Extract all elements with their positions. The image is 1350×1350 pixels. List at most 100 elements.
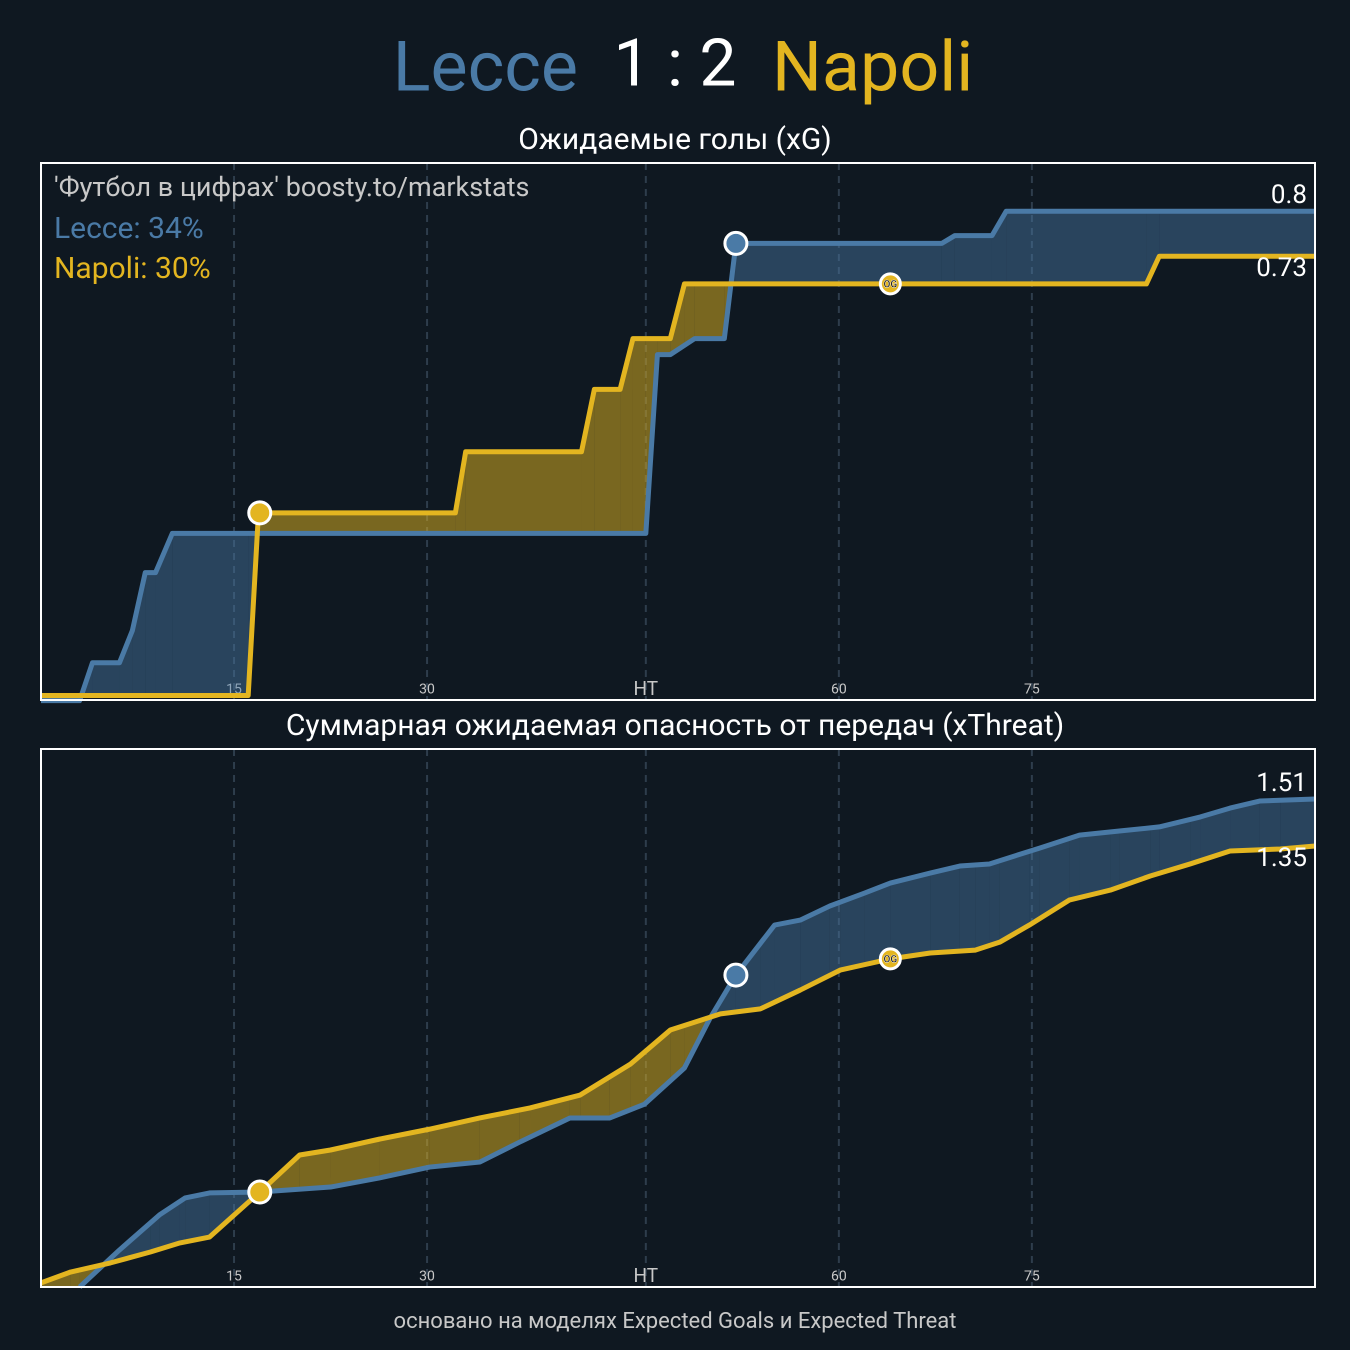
fill-area xyxy=(429,1117,480,1168)
fill-area xyxy=(569,1095,581,1118)
fill-area xyxy=(330,1139,380,1188)
x-tick-label: 60 xyxy=(831,1269,847,1285)
fill-area xyxy=(145,572,156,696)
fill-area xyxy=(890,873,931,959)
end-value-label: 1.51 xyxy=(1256,768,1307,798)
home-team: Lecce xyxy=(393,26,578,108)
footer: основано на моделях Expected Goals и Exp… xyxy=(394,1309,957,1334)
fill-area xyxy=(119,630,133,696)
end-value-label: 0.8 xyxy=(1271,180,1307,210)
x-tick-label: 75 xyxy=(1024,682,1040,698)
fill-area xyxy=(989,860,1000,946)
end-value-label: 1.35 xyxy=(1256,843,1307,873)
fill-area xyxy=(179,1197,186,1243)
fill-area xyxy=(632,338,646,534)
fill-area xyxy=(1159,211,1315,257)
fill-area xyxy=(465,451,582,534)
fill-area xyxy=(1029,848,1040,926)
fill-area xyxy=(941,235,955,284)
fill-area xyxy=(1150,826,1160,877)
fill-area xyxy=(609,1064,631,1118)
event-marker xyxy=(878,947,902,971)
fill-area xyxy=(1280,798,1315,849)
x-tick-label: 75 xyxy=(1024,1269,1040,1285)
fill-area xyxy=(519,1107,531,1143)
chart-title: Ожидаемые голы (xG) xyxy=(518,122,831,157)
fill-area xyxy=(92,662,120,696)
fill-area xyxy=(1159,819,1191,874)
fill-area xyxy=(774,920,801,1003)
x-tick-label: 15 xyxy=(226,1269,242,1285)
plot-frame xyxy=(40,162,1316,701)
fill-area xyxy=(1230,801,1260,852)
fill-area xyxy=(694,283,725,339)
series-line xyxy=(40,843,1316,1286)
score: 1 : 2 xyxy=(614,25,737,102)
fill-area xyxy=(299,1150,331,1190)
fill-area xyxy=(975,863,990,951)
fill-area xyxy=(999,851,1030,943)
chart-title: Суммарная ожидаемая опасность от передач… xyxy=(286,708,1064,743)
marker-label: OG xyxy=(883,280,897,291)
fill-area xyxy=(1039,838,1070,919)
fill-area xyxy=(657,338,671,355)
event-marker xyxy=(247,1179,273,1205)
fill-area xyxy=(620,338,633,534)
x-tick-label: 30 xyxy=(419,1269,435,1285)
fill-area xyxy=(70,1269,80,1287)
fill-area xyxy=(594,389,621,534)
fill-area xyxy=(1200,808,1231,861)
x-tick-label: HT xyxy=(634,1264,659,1287)
event-marker xyxy=(878,272,902,296)
series-line xyxy=(41,253,1315,698)
fill-area xyxy=(580,1076,610,1118)
event-marker xyxy=(723,230,749,256)
watermark: 'Футбол в цифрах' boosty.to/markstats xyxy=(54,171,529,203)
fill-area xyxy=(1259,800,1281,850)
fill-area xyxy=(670,1025,685,1081)
fill-area xyxy=(864,883,891,965)
legend-entry: Napoli: 30% xyxy=(54,251,211,286)
fill-area xyxy=(735,243,942,284)
series-line xyxy=(41,208,1315,704)
fill-area xyxy=(479,1110,520,1163)
x-tick-label: 30 xyxy=(419,682,435,698)
fill-area xyxy=(132,572,146,696)
fill-area xyxy=(954,235,992,284)
fill-area xyxy=(1079,831,1111,898)
x-tick-label: HT xyxy=(634,677,659,700)
fill-area xyxy=(379,1129,430,1178)
event-marker xyxy=(247,500,273,526)
fill-area xyxy=(155,533,173,696)
fill-area xyxy=(991,211,1007,284)
fill-area xyxy=(172,533,249,696)
fill-area xyxy=(800,905,830,991)
fill-area xyxy=(1110,831,1120,891)
fill-area xyxy=(684,283,695,346)
fill-area xyxy=(1190,816,1201,864)
fill-area xyxy=(185,1192,210,1242)
fill-area xyxy=(930,866,960,954)
fill-area xyxy=(1069,835,1080,901)
fill-area xyxy=(959,864,976,952)
fill-area xyxy=(630,1052,645,1110)
event-marker xyxy=(723,962,749,988)
legend-entry: Lecce: 34% xyxy=(54,211,204,246)
marker-label: OG xyxy=(883,955,897,966)
fill-area xyxy=(840,893,865,971)
x-tick-label: 60 xyxy=(831,682,847,698)
away-team: Napoli xyxy=(772,26,973,108)
fill-area xyxy=(735,943,761,1012)
fill-area xyxy=(1006,211,1147,284)
end-value-label: 0.73 xyxy=(1256,253,1307,283)
fill-area xyxy=(760,925,775,1009)
fill-area xyxy=(581,389,595,534)
fill-area xyxy=(829,902,841,976)
fill-area xyxy=(1119,827,1151,887)
plot-frame xyxy=(40,748,1316,1288)
fill-area xyxy=(1146,211,1160,284)
fill-area xyxy=(258,512,456,534)
fill-area xyxy=(150,1214,160,1253)
